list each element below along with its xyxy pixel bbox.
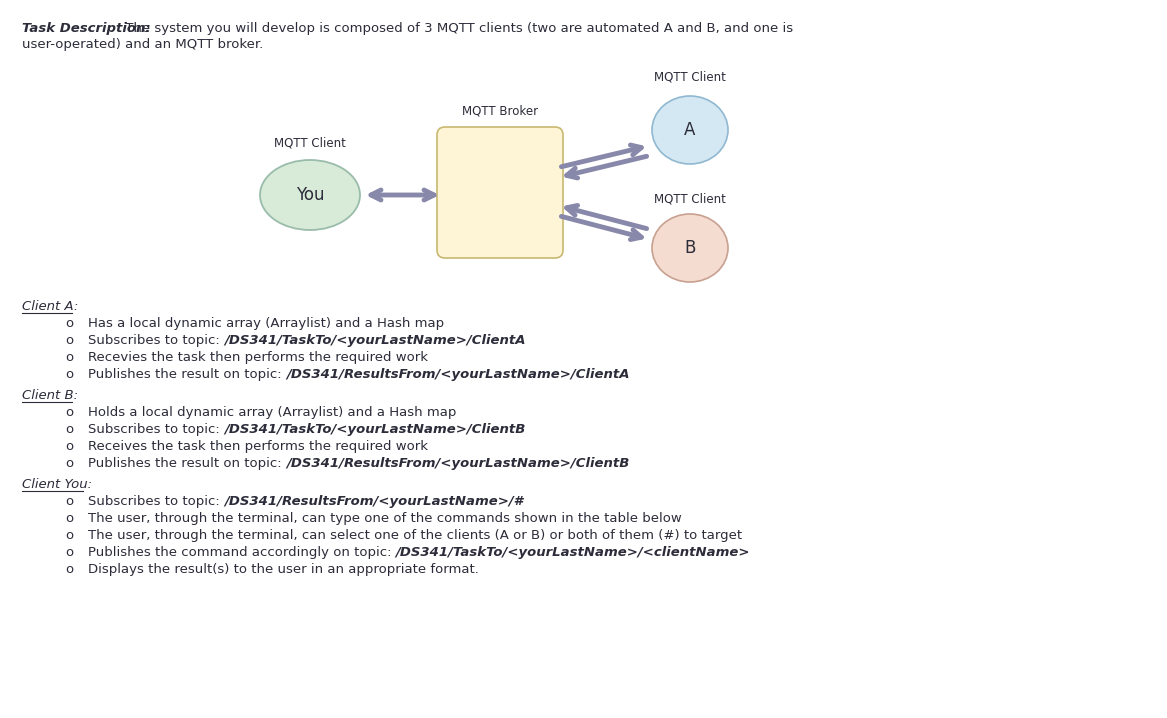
Text: Subscribes to topic:: Subscribes to topic: [88, 334, 224, 347]
Text: The user, through the terminal, can type one of the commands shown in the table : The user, through the terminal, can type… [88, 512, 682, 525]
Text: /DS341/TaskTo/<yourLastName>/ClientA: /DS341/TaskTo/<yourLastName>/ClientA [224, 334, 525, 347]
FancyBboxPatch shape [436, 127, 562, 258]
Text: Subscribes to topic:: Subscribes to topic: [88, 423, 224, 436]
Text: MQTT Broker: MQTT Broker [462, 105, 538, 118]
Text: Client B:: Client B: [22, 389, 78, 402]
Text: Client A:: Client A: [22, 300, 78, 313]
Text: Client You:: Client You: [22, 478, 92, 491]
Text: Has a local dynamic array (Arraylist) and a Hash map: Has a local dynamic array (Arraylist) an… [88, 317, 445, 330]
Text: o: o [65, 563, 74, 576]
Text: o: o [65, 368, 74, 381]
Text: o: o [65, 406, 74, 419]
Text: o: o [65, 440, 74, 453]
Text: o: o [65, 546, 74, 559]
Ellipse shape [652, 214, 728, 282]
Text: /DS341/ResultsFrom/<yourLastName>/ClientB: /DS341/ResultsFrom/<yourLastName>/Client… [286, 457, 629, 470]
Text: MQTT Client: MQTT Client [654, 70, 726, 83]
Text: Displays the result(s) to the user in an appropriate format.: Displays the result(s) to the user in an… [88, 563, 478, 576]
Text: o: o [65, 351, 74, 364]
Text: Receives the task then performs the required work: Receives the task then performs the requ… [88, 440, 428, 453]
Text: o: o [65, 512, 74, 525]
Text: MQTT Client: MQTT Client [654, 192, 726, 205]
Text: /DS341/TaskTo/<yourLastName>/<clientName>: /DS341/TaskTo/<yourLastName>/<clientName… [396, 546, 750, 559]
Text: Publishes the result on topic:: Publishes the result on topic: [88, 368, 286, 381]
Text: Task Description:: Task Description: [22, 22, 151, 35]
Text: o: o [65, 423, 74, 436]
Text: o: o [65, 495, 74, 508]
Text: Recevies the task then performs the required work: Recevies the task then performs the requ… [88, 351, 428, 364]
Text: user-operated) and an MQTT broker.: user-operated) and an MQTT broker. [22, 38, 264, 51]
Text: /DS341/ResultsFrom/<yourLastName>/#: /DS341/ResultsFrom/<yourLastName>/# [224, 495, 523, 508]
Text: Holds a local dynamic array (Arraylist) and a Hash map: Holds a local dynamic array (Arraylist) … [88, 406, 456, 419]
Ellipse shape [652, 96, 728, 164]
Ellipse shape [260, 160, 359, 230]
Text: B: B [684, 239, 696, 257]
Text: /DS341/TaskTo/<yourLastName>/ClientB: /DS341/TaskTo/<yourLastName>/ClientB [224, 423, 525, 436]
Text: /DS341/ResultsFrom/<yourLastName>/ClientA: /DS341/ResultsFrom/<yourLastName>/Client… [286, 368, 629, 381]
Text: A: A [684, 121, 696, 139]
Text: Subscribes to topic:: Subscribes to topic: [88, 495, 224, 508]
Text: The system you will develop is composed of 3 MQTT clients (two are automated A a: The system you will develop is composed … [121, 22, 794, 35]
Text: The user, through the terminal, can select one of the clients (A or B) or both o: The user, through the terminal, can sele… [88, 529, 742, 542]
Text: o: o [65, 334, 74, 347]
Text: o: o [65, 457, 74, 470]
Text: o: o [65, 317, 74, 330]
Text: You: You [295, 186, 324, 204]
Text: MQTT Client: MQTT Client [274, 137, 345, 150]
Text: o: o [65, 529, 74, 542]
Text: Publishes the result on topic:: Publishes the result on topic: [88, 457, 286, 470]
Text: Publishes the command accordingly on topic:: Publishes the command accordingly on top… [88, 546, 396, 559]
